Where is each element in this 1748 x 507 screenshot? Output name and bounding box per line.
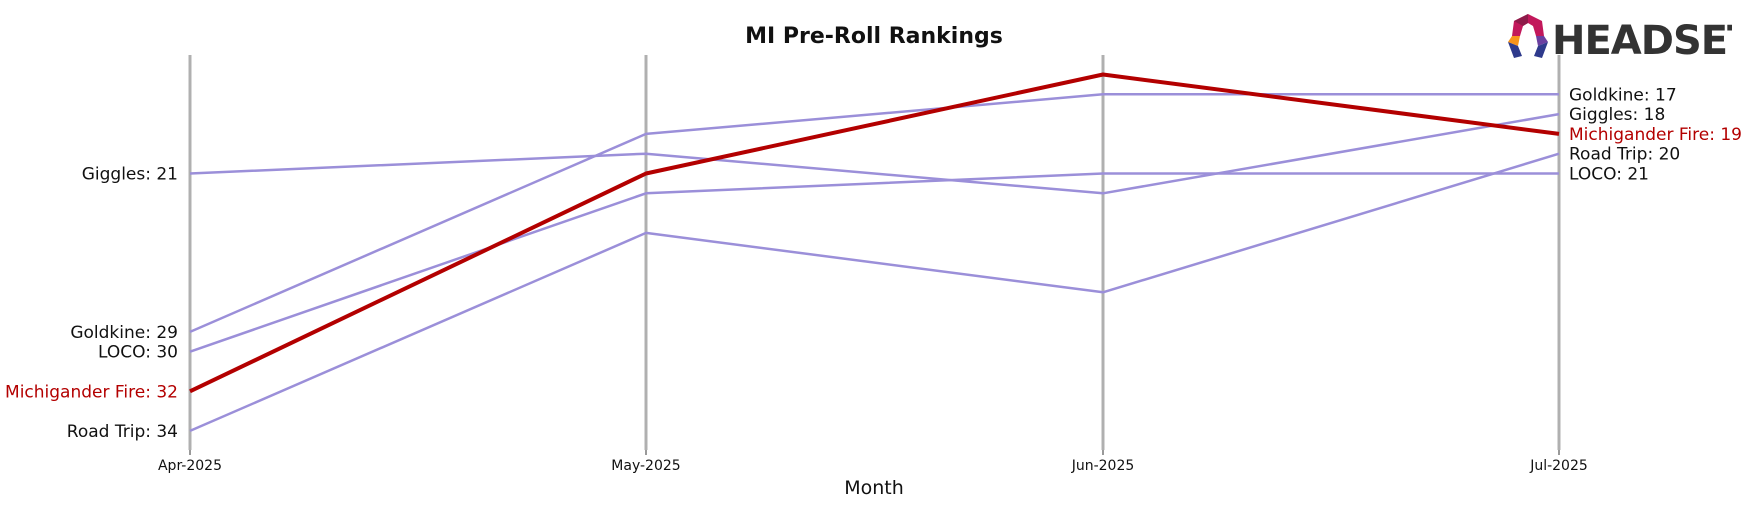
right-rank-label: Goldkine: 17 — [1569, 85, 1677, 105]
series-line-giggles — [189, 112, 1560, 195]
left-rank-label: Goldkine: 29 — [70, 323, 178, 343]
x-tick-label: Jun-2025 — [1071, 458, 1135, 474]
right-rank-label: Road Trip: 20 — [1569, 145, 1680, 165]
x-axis-label: Month — [844, 477, 904, 499]
x-tick-label: May-2025 — [611, 458, 680, 474]
right-rank-label: Giggles: 18 — [1569, 105, 1665, 125]
series-line-goldkine — [189, 93, 1559, 334]
chart-title: MI Pre-Roll Rankings — [745, 24, 1003, 49]
right-rank-label: Michigander Fire: 19 — [1569, 125, 1742, 145]
gridlines — [188, 55, 1561, 455]
series-line-loco — [189, 172, 1559, 353]
left-rank-label: Road Trip: 34 — [67, 422, 178, 442]
series-line-road-trip — [189, 152, 1560, 433]
series-line-michigander-fire — [189, 72, 1560, 394]
x-tick-label: Apr-2025 — [158, 458, 222, 474]
left-rank-label: LOCO: 30 — [98, 343, 178, 363]
left-rank-label: Giggles: 21 — [82, 165, 178, 185]
x-axis-ticks: Apr-2025 May-2025 Jun-2025 Jul-2025 — [158, 458, 1588, 474]
series-lines — [189, 72, 1560, 433]
right-rank-label: LOCO: 21 — [1569, 165, 1649, 185]
left-rank-label: Michigander Fire: 32 — [5, 382, 178, 402]
x-tick-label: Jul-2025 — [1529, 458, 1588, 474]
logo-text: HEADSET — [1552, 18, 1732, 62]
headset-logo: HEADSET — [1508, 14, 1732, 62]
headset-logo-mark-icon — [1508, 14, 1548, 58]
